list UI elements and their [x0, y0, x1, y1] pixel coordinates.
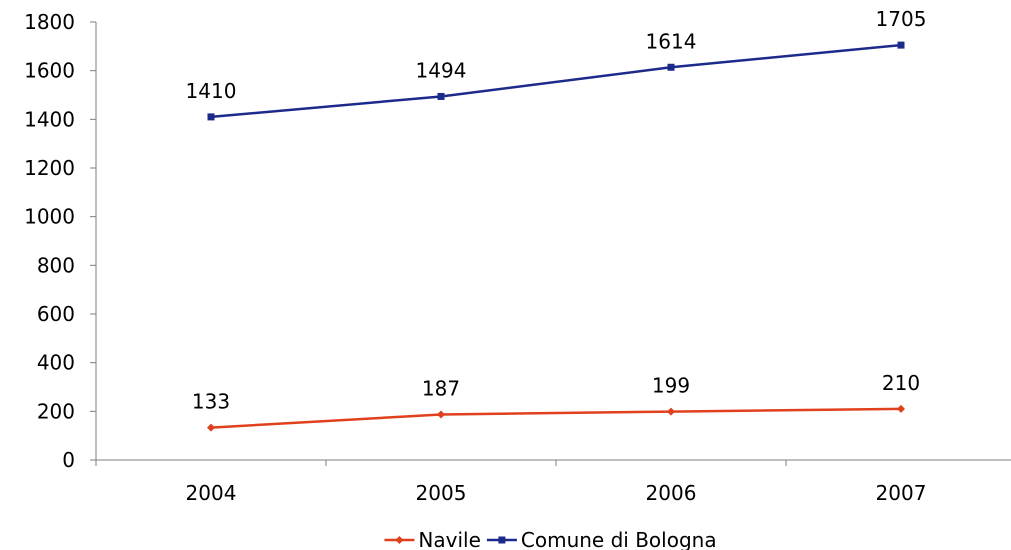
x-axis: 2004 2005 2006 2007: [95, 459, 1011, 505]
data-point-comune-di-bologna: [667, 63, 675, 71]
x-tick-label: 2005: [416, 481, 467, 505]
x-tick-label: 2006: [646, 481, 697, 505]
data-label-comune-di-bologna: 1410: [186, 79, 237, 103]
y-tick-label: 200: [37, 399, 75, 423]
x-tick-label: 2004: [186, 481, 237, 505]
y-tick-label: 400: [37, 351, 75, 375]
y-axis: 0 200 400 600 800 1000 1200 1400 1600 1800: [24, 10, 97, 472]
legend-label: Comune di Bologna: [521, 528, 717, 550]
series-line-navile: [210, 407, 902, 429]
data-point-navile: [897, 404, 905, 413]
legend-marker: [498, 536, 506, 544]
legend-item: Navile: [384, 528, 481, 550]
series-line-comune-di-bologna: [210, 43, 902, 119]
y-tick-label: 1000: [24, 205, 75, 229]
data-label-navile: 187: [422, 376, 460, 400]
x-tick-label: 2007: [876, 481, 927, 505]
data-label-comune-di-bologna: 1494: [416, 58, 467, 82]
data-label-comune-di-bologna: 1705: [876, 7, 927, 31]
legend-label: Navile: [418, 528, 480, 550]
data-point-comune-di-bologna: [897, 41, 905, 49]
data-point-navile: [207, 423, 215, 432]
legend-item: Comune di Bologna: [486, 528, 717, 550]
y-tick-label: 1800: [24, 10, 75, 34]
y-tick-label: 800: [37, 253, 75, 277]
data-label-navile: 133: [192, 390, 230, 414]
data-point-navile: [437, 410, 445, 419]
legend: Navile Comune di Bologna: [384, 528, 717, 550]
data-label-comune-di-bologna: 1614: [646, 29, 697, 53]
data-label-navile: 210: [882, 371, 920, 395]
series-layer: 133 187 199 210 1410 1494 1614 1705: [186, 7, 927, 432]
legend-marker: [395, 536, 404, 544]
data-label-navile: 199: [652, 374, 690, 398]
y-tick-label: 1200: [24, 156, 75, 180]
y-tick-label: 1400: [24, 107, 75, 131]
y-tick-label: 1600: [24, 59, 75, 83]
y-tick-label: 0: [62, 448, 75, 472]
data-point-comune-di-bologna: [207, 113, 215, 121]
data-point-comune-di-bologna: [437, 92, 445, 100]
y-tick-label: 600: [37, 302, 75, 326]
series-comune-di-bologna: 1410 1494 1614 1705: [186, 7, 927, 121]
series-navile: 133 187 199 210: [192, 371, 920, 432]
data-point-navile: [667, 407, 675, 416]
